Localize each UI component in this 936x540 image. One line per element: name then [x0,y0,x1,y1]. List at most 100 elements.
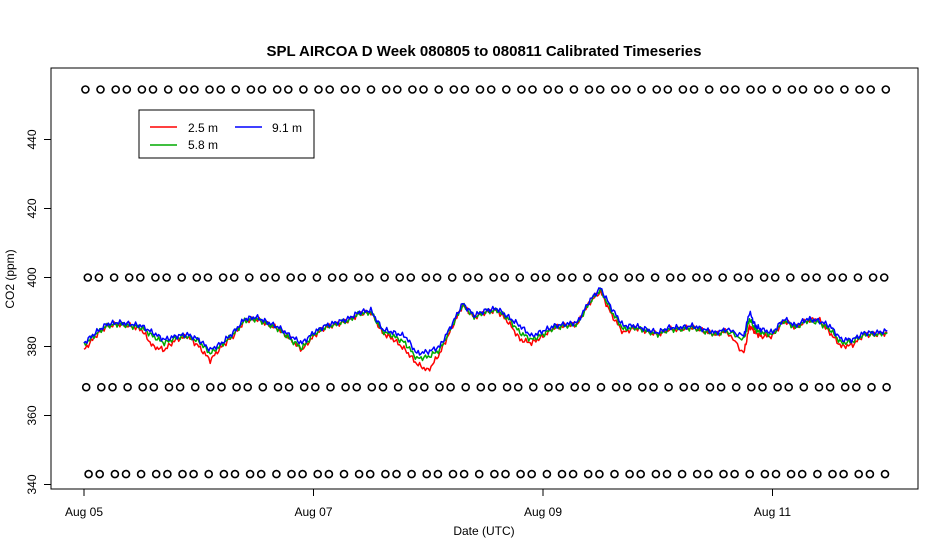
qc-marker [408,85,417,94]
qc-marker [272,469,281,479]
qc-marker [690,382,700,392]
qc-marker [192,273,202,282]
qc-marker [151,273,160,282]
qc-marker [448,469,458,479]
qc-marker [554,85,564,94]
qc-marker [351,85,361,94]
qc-marker [716,382,726,392]
legend-label-2-5m: 2.5 m [188,121,218,135]
qc-marker [624,273,634,282]
qc-marker [773,382,782,392]
qc-marker [395,273,405,282]
qc-marker [759,273,769,282]
qc-marker [460,85,470,94]
qc-marker [733,273,743,282]
qc-marker [110,469,120,479]
qc-marker [232,382,241,392]
qc-marker [419,382,429,392]
qc-marker [851,382,861,392]
qc-marker [786,469,796,479]
qc-marker [840,85,849,94]
qc-marker [340,85,350,94]
qc-marker [703,273,712,282]
qc-marker [446,382,455,392]
qc-marker [474,469,484,479]
qc-marker [730,469,739,479]
qc-marker [326,382,335,392]
qc-marker [610,85,620,94]
qc-marker [502,382,512,392]
qc-marker [380,273,389,282]
qc-marker [771,469,781,479]
qc-marker [569,85,579,94]
qc-marker [855,85,864,94]
qc-marker [487,382,497,392]
qc-marker [260,273,269,282]
legend-box [138,109,315,159]
qc-marker [408,382,418,392]
series-line-2-5-m [83,289,888,372]
y-axis-label: CO2 (ppm) [3,249,17,308]
qc-marker [676,273,686,282]
qc-marker [299,382,309,392]
x-tick-label: Aug 07 [294,505,332,519]
qc-marker [500,273,510,282]
qc-marker [881,85,891,94]
qc-marker [678,85,688,94]
qc-marker [124,273,134,282]
qc-marker [528,85,537,94]
qc-marker [324,469,334,479]
qc-marker [81,382,91,392]
qc-marker [94,273,104,282]
qc-marker [813,469,822,479]
qc-marker [272,85,282,94]
qc-marker [745,469,755,479]
qc-marker [175,382,185,392]
qc-marker [205,85,214,94]
qc-marker [799,382,809,392]
x-tick-label: Aug 11 [754,505,791,519]
qc-marker [190,85,199,94]
qc-marker [801,273,810,282]
qc-marker [378,382,388,392]
qc-marker [258,382,268,392]
qc-marker [461,382,471,392]
qc-marker [421,273,431,282]
series-line-9-1-m [83,287,888,356]
qc-marker [287,469,296,479]
qc-marker [784,382,794,392]
qc-marker [595,85,605,94]
chart-title: SPL AIRCOA D Week 080805 to 080811 Calib… [267,43,702,60]
qc-marker [163,85,173,94]
qc-marker [813,85,823,94]
qc-marker [138,382,147,392]
qc-marker [245,273,254,282]
qc-marker [541,273,551,282]
qc-marker [637,85,646,94]
qc-marker [490,469,499,479]
qc-marker [866,85,876,94]
qc-marker [880,469,890,479]
qc-marker [122,85,132,94]
qc-marker [798,85,808,94]
qc-marker [327,273,337,282]
qc-marker [111,85,120,94]
qc-marker [865,469,875,479]
qc-marker [341,382,350,392]
qc-marker [757,85,767,94]
qc-marker [422,469,432,479]
qc-marker [583,469,593,479]
qc-marker [868,273,878,282]
qc-marker [298,469,307,479]
qc-marker [772,85,782,94]
qc-marker [489,273,498,282]
qc-marker [598,273,607,282]
qc-marker [313,469,323,479]
qc-marker [882,382,891,392]
qc-marker [273,382,283,392]
qc-marker [449,85,459,94]
qc-marker [365,469,375,479]
qc-marker [770,273,780,282]
qc-marker [744,273,754,282]
qc-marker [325,85,335,94]
